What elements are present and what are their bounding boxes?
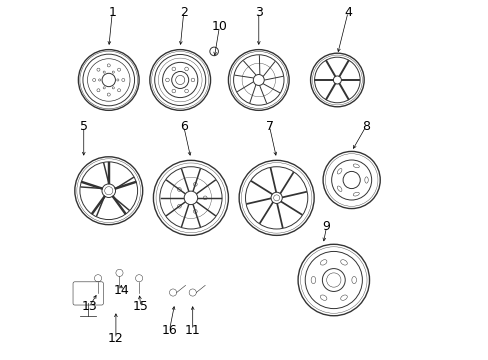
- Text: 6: 6: [180, 120, 187, 133]
- Text: 3: 3: [254, 6, 262, 19]
- Text: 14: 14: [113, 284, 129, 297]
- Text: 9: 9: [322, 220, 330, 233]
- Text: 13: 13: [81, 300, 97, 313]
- Text: 15: 15: [133, 300, 148, 313]
- Text: 1: 1: [108, 6, 116, 19]
- Text: 16: 16: [161, 324, 177, 337]
- Text: 2: 2: [180, 6, 187, 19]
- Text: 10: 10: [211, 20, 227, 33]
- Text: 4: 4: [344, 6, 351, 19]
- Text: 8: 8: [361, 120, 369, 133]
- Text: 11: 11: [184, 324, 200, 337]
- Text: 7: 7: [265, 120, 273, 133]
- Text: 12: 12: [108, 333, 123, 346]
- Text: 5: 5: [80, 120, 87, 133]
